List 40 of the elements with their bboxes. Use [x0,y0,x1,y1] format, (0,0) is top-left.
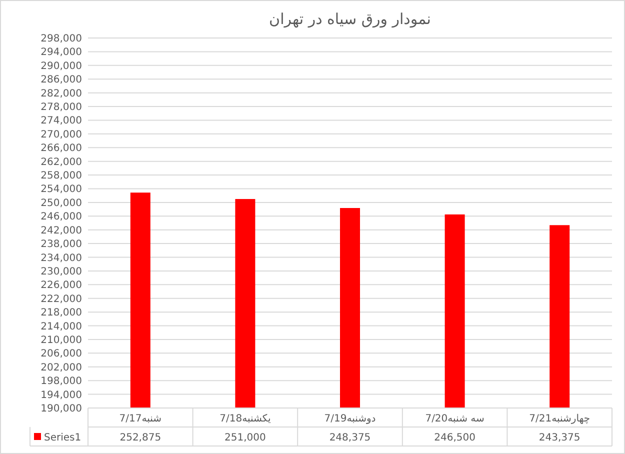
y-tick-label: 270,000 [40,129,82,140]
x-tick-label: چهارشنبه7/21 [529,414,590,424]
y-tick-label: 230,000 [40,266,82,278]
y-tick-label: 206,000 [40,348,82,360]
y-tick-label: 190,000 [40,404,82,414]
x-tick-label: یکشنبه7/18 [220,414,271,424]
y-tick-label: 210,000 [40,334,82,346]
y-tick-label: 274,000 [40,116,82,127]
y-tick-label: 226,000 [40,280,82,292]
y-tick-label: 238,000 [40,239,82,250]
y-tick-label: 266,000 [40,143,82,154]
data-label: 248,375 [329,432,371,444]
x-tick-label: شنبه7/17 [119,414,162,424]
y-tick-label: 286,000 [40,74,82,86]
y-tick-label: 294,000 [40,47,82,58]
data-label: 252,875 [120,432,162,444]
y-tick-label: 278,000 [40,102,82,114]
x-tick-label: سه شنبه7/20 [425,414,484,424]
y-tick-label: 202,000 [40,362,82,374]
y-tick-label: 222,000 [40,294,82,305]
y-tick-label: 254,000 [40,184,82,196]
data-label: 246,500 [434,432,476,444]
y-tick-label: 262,000 [40,156,82,168]
y-tick-label: 298,000 [40,34,82,44]
y-tick-label: 250,000 [40,198,82,209]
y-tick-label: 194,000 [40,390,82,401]
y-tick-label: 218,000 [40,308,82,319]
y-tick-label: 234,000 [40,252,82,264]
y-tick-label: 246,000 [40,212,82,223]
y-tick-label: 282,000 [40,88,82,100]
data-label: 251,000 [224,432,266,444]
x-tick-label: دوشنبه7/19 [324,414,376,424]
legend-label: Series1 [44,432,82,444]
y-tick-label: 214,000 [40,321,82,332]
y-tick-label: 290,000 [40,60,82,72]
y-tick-label: 242,000 [40,225,82,236]
y-tick-label: 198,000 [40,376,82,388]
data-label: 243,375 [538,432,580,444]
chart-title: نمودار ورق سیاه در تهران [269,10,431,28]
y-tick-label: 258,000 [40,170,82,182]
